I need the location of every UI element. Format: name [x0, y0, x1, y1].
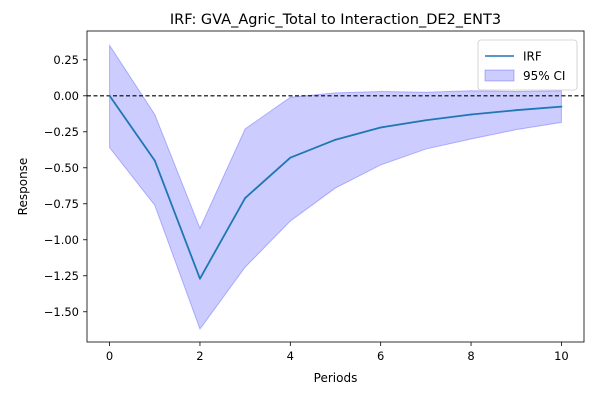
y-axis-label: Response [16, 158, 30, 216]
irf-point [244, 197, 247, 199]
ci-band [109, 43, 562, 331]
legend-ci-label: 95% CI [523, 69, 565, 83]
irf-point [334, 138, 337, 141]
axes-frame [86, 30, 585, 343]
irf-point [108, 94, 111, 97]
y-tick-label: −1.25 [44, 269, 79, 283]
x-tick-label: 2 [196, 349, 203, 363]
y-tick-label: −1.00 [44, 233, 79, 247]
x-axis-label: Periods [314, 371, 358, 385]
legend: IRF 95% CI [477, 39, 578, 91]
y-tick-label: −0.75 [44, 197, 79, 211]
y-tick-label: −1.50 [44, 305, 79, 319]
chart-title: IRF: GVA_Agric_Total to Interaction_DE2_… [170, 12, 501, 28]
legend-ci-swatch [484, 69, 515, 82]
irf-point [560, 105, 563, 108]
y-tick-label: −0.25 [44, 125, 79, 139]
irf-point [470, 113, 472, 116]
legend-irf-label: IRF [523, 50, 542, 64]
irf-point [424, 119, 427, 122]
irf-point [199, 277, 201, 280]
irf-point [289, 156, 292, 159]
irf-point [515, 109, 518, 112]
y-tick-label: 0.25 [53, 53, 79, 67]
x-tick-label: 8 [467, 349, 474, 363]
y-tick-label: −0.50 [44, 161, 79, 175]
y-axis-ticks: −1.50 −1.25 −1.00 −0.75 −0.50 −0.25 0.00 0.25 [44, 53, 87, 319]
x-tick-label: 4 [287, 349, 294, 363]
x-tick-label: 10 [554, 349, 569, 363]
plot-content [87, 43, 584, 331]
x-tick-label: 0 [106, 349, 113, 363]
legend-box [477, 39, 578, 91]
y-tick-label: 0.00 [53, 89, 79, 103]
x-tick-label: 6 [377, 349, 384, 363]
irf-point [153, 159, 156, 162]
x-axis-ticks: 0 2 4 6 8 10 [106, 342, 569, 363]
irf-point [379, 126, 382, 129]
